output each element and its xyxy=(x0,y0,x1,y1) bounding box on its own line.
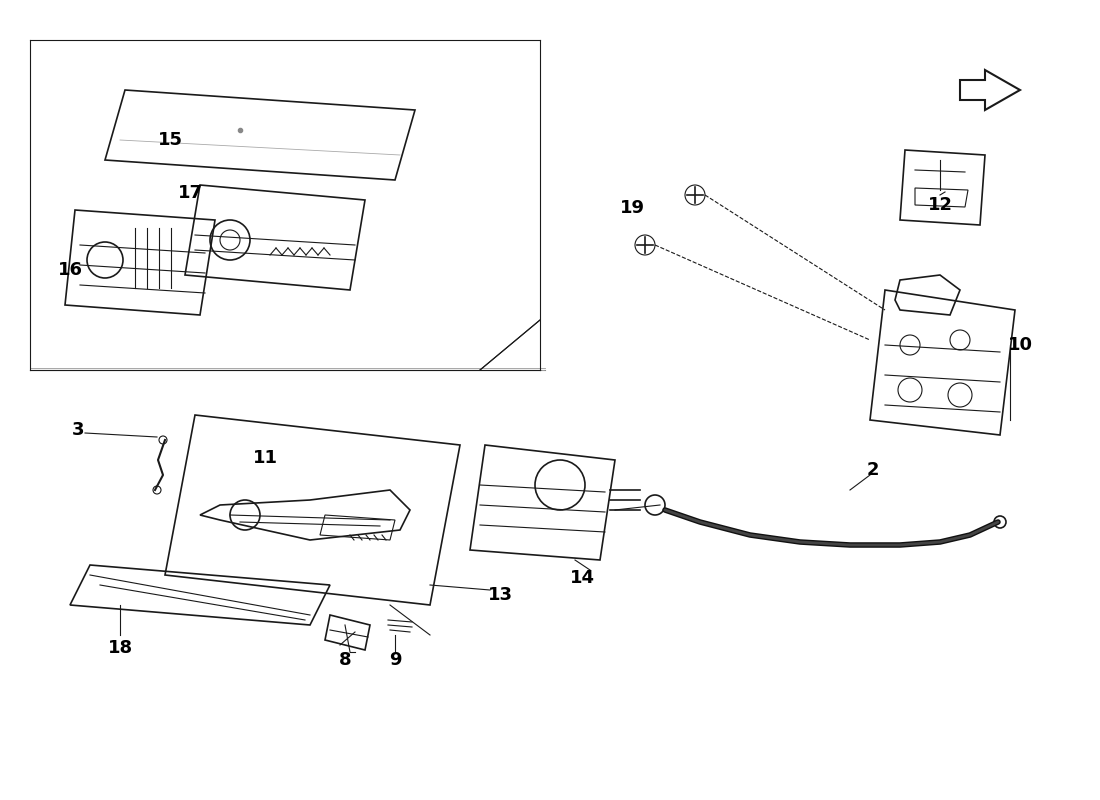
Text: 14: 14 xyxy=(570,569,594,587)
Text: 2: 2 xyxy=(867,461,879,479)
Text: 11: 11 xyxy=(253,449,277,467)
Text: 17: 17 xyxy=(177,184,202,202)
Text: 15: 15 xyxy=(157,131,183,149)
Text: 8: 8 xyxy=(339,651,351,669)
Text: 3: 3 xyxy=(72,421,85,439)
Text: 16: 16 xyxy=(57,261,82,279)
Text: 12: 12 xyxy=(927,196,953,214)
Text: 18: 18 xyxy=(108,639,133,657)
Text: 13: 13 xyxy=(487,586,513,604)
Polygon shape xyxy=(960,70,1020,110)
Text: 19: 19 xyxy=(619,199,645,217)
Text: 9: 9 xyxy=(388,651,401,669)
Text: 10: 10 xyxy=(1008,336,1033,354)
